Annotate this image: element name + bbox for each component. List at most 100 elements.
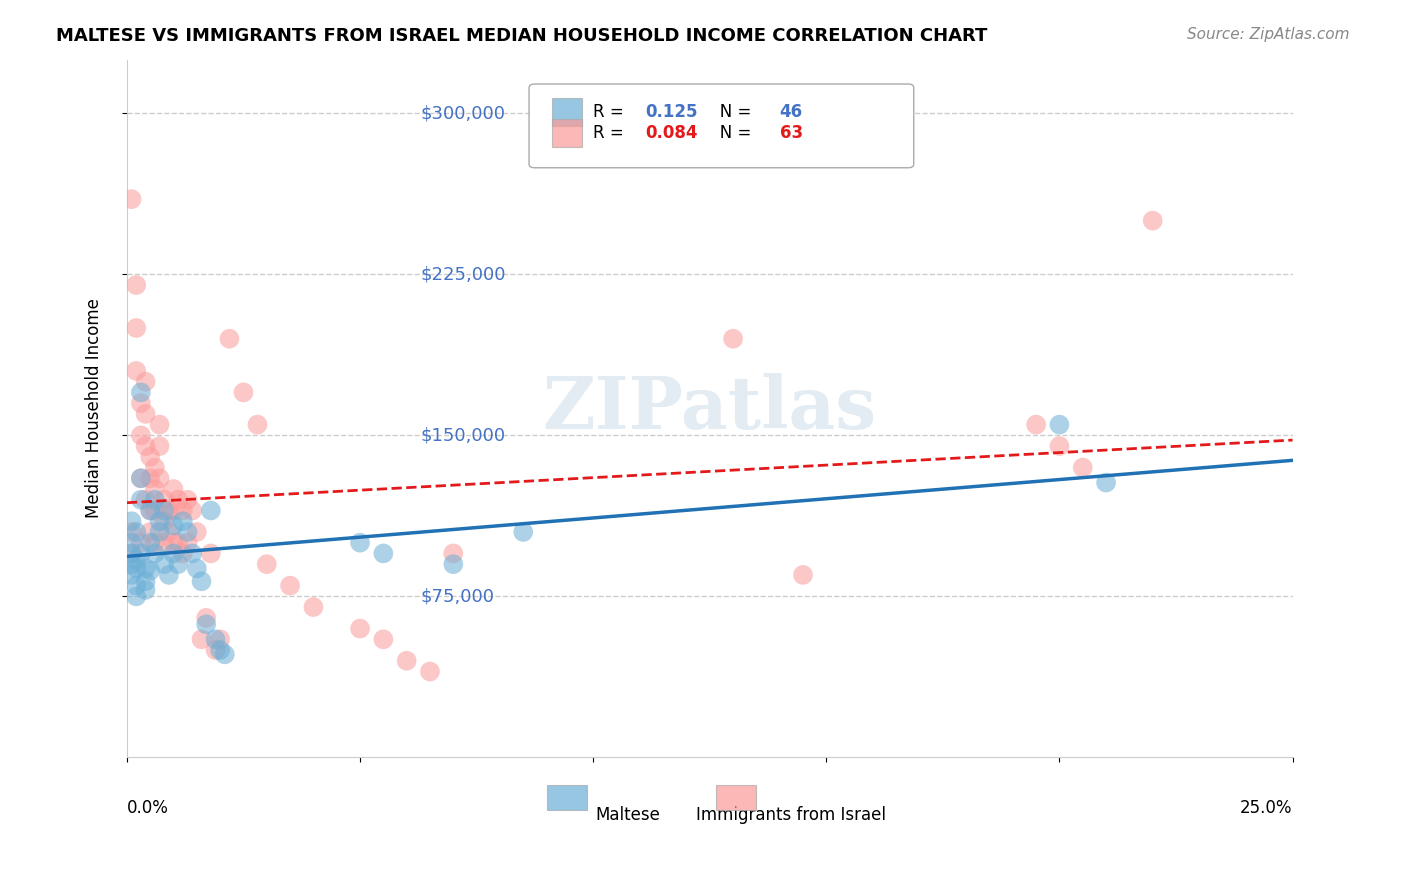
Point — [121, 514, 143, 528]
Point — [148, 514, 170, 528]
Text: R =: R = — [593, 124, 628, 142]
Point — [121, 192, 143, 206]
Point — [153, 503, 176, 517]
Text: 25.0%: 25.0% — [1240, 799, 1292, 817]
Point — [135, 574, 157, 589]
Point — [129, 396, 152, 410]
Point — [373, 632, 395, 647]
Point — [1025, 417, 1047, 432]
Point — [214, 648, 236, 662]
Text: N =: N = — [704, 103, 756, 121]
Point — [256, 557, 278, 571]
Point — [139, 535, 162, 549]
Point — [125, 553, 148, 567]
Point — [129, 385, 152, 400]
Point — [139, 450, 162, 464]
Point — [125, 579, 148, 593]
Point — [278, 579, 301, 593]
Point — [121, 546, 143, 560]
Point — [186, 561, 208, 575]
Point — [135, 561, 157, 575]
Point — [139, 524, 162, 539]
Point — [148, 524, 170, 539]
Point — [121, 568, 143, 582]
Point — [172, 503, 194, 517]
Point — [129, 492, 152, 507]
Point — [167, 535, 190, 549]
Point — [139, 503, 162, 517]
Point — [125, 364, 148, 378]
Text: 0.125: 0.125 — [645, 103, 699, 121]
Point — [349, 622, 371, 636]
Point — [176, 524, 198, 539]
Point — [157, 503, 180, 517]
Point — [176, 492, 198, 507]
Point — [181, 546, 204, 560]
Point — [162, 518, 184, 533]
Point — [512, 524, 534, 539]
Point — [148, 417, 170, 432]
Text: MALTESE VS IMMIGRANTS FROM ISRAEL MEDIAN HOUSEHOLD INCOME CORRELATION CHART: MALTESE VS IMMIGRANTS FROM ISRAEL MEDIAN… — [56, 27, 987, 45]
Point — [143, 460, 166, 475]
FancyBboxPatch shape — [553, 98, 582, 126]
Text: $225,000: $225,000 — [420, 265, 506, 284]
Point — [139, 564, 162, 578]
Point — [157, 568, 180, 582]
Point — [135, 582, 157, 597]
Point — [135, 375, 157, 389]
Point — [153, 557, 176, 571]
Point — [172, 514, 194, 528]
Point — [125, 590, 148, 604]
Point — [129, 535, 152, 549]
Text: $150,000: $150,000 — [420, 426, 506, 444]
Point — [209, 643, 232, 657]
Point — [148, 439, 170, 453]
Point — [157, 524, 180, 539]
Point — [1142, 213, 1164, 227]
Point — [129, 471, 152, 485]
Text: Maltese: Maltese — [596, 806, 661, 824]
Point — [204, 643, 226, 657]
Point — [162, 535, 184, 549]
Point — [721, 332, 744, 346]
Text: 0.0%: 0.0% — [127, 799, 169, 817]
Point — [129, 471, 152, 485]
Point — [167, 492, 190, 507]
Point — [209, 632, 232, 647]
FancyBboxPatch shape — [716, 785, 756, 810]
Point — [190, 574, 212, 589]
Point — [143, 482, 166, 496]
Text: 46: 46 — [780, 103, 803, 121]
Point — [129, 546, 152, 560]
Point — [172, 546, 194, 560]
Text: 63: 63 — [780, 124, 803, 142]
Point — [419, 665, 441, 679]
Point — [162, 503, 184, 517]
Text: R =: R = — [593, 103, 634, 121]
Point — [121, 546, 143, 560]
FancyBboxPatch shape — [529, 84, 914, 168]
Text: Source: ZipAtlas.com: Source: ZipAtlas.com — [1187, 27, 1350, 42]
Point — [395, 654, 418, 668]
Point — [441, 546, 464, 560]
Point — [125, 278, 148, 293]
Point — [195, 617, 218, 632]
Point — [125, 321, 148, 335]
Point — [162, 482, 184, 496]
Point — [373, 546, 395, 560]
Point — [167, 557, 190, 571]
Point — [139, 471, 162, 485]
Point — [181, 503, 204, 517]
Point — [153, 535, 176, 549]
Text: ZIPatlas: ZIPatlas — [543, 373, 877, 444]
Point — [139, 503, 162, 517]
Text: Immigrants from Israel: Immigrants from Israel — [696, 806, 886, 824]
Text: 0.084: 0.084 — [645, 124, 699, 142]
Point — [190, 632, 212, 647]
Point — [176, 535, 198, 549]
FancyBboxPatch shape — [547, 785, 588, 810]
Point — [441, 557, 464, 571]
Point — [121, 524, 143, 539]
Point — [195, 611, 218, 625]
Point — [162, 546, 184, 560]
